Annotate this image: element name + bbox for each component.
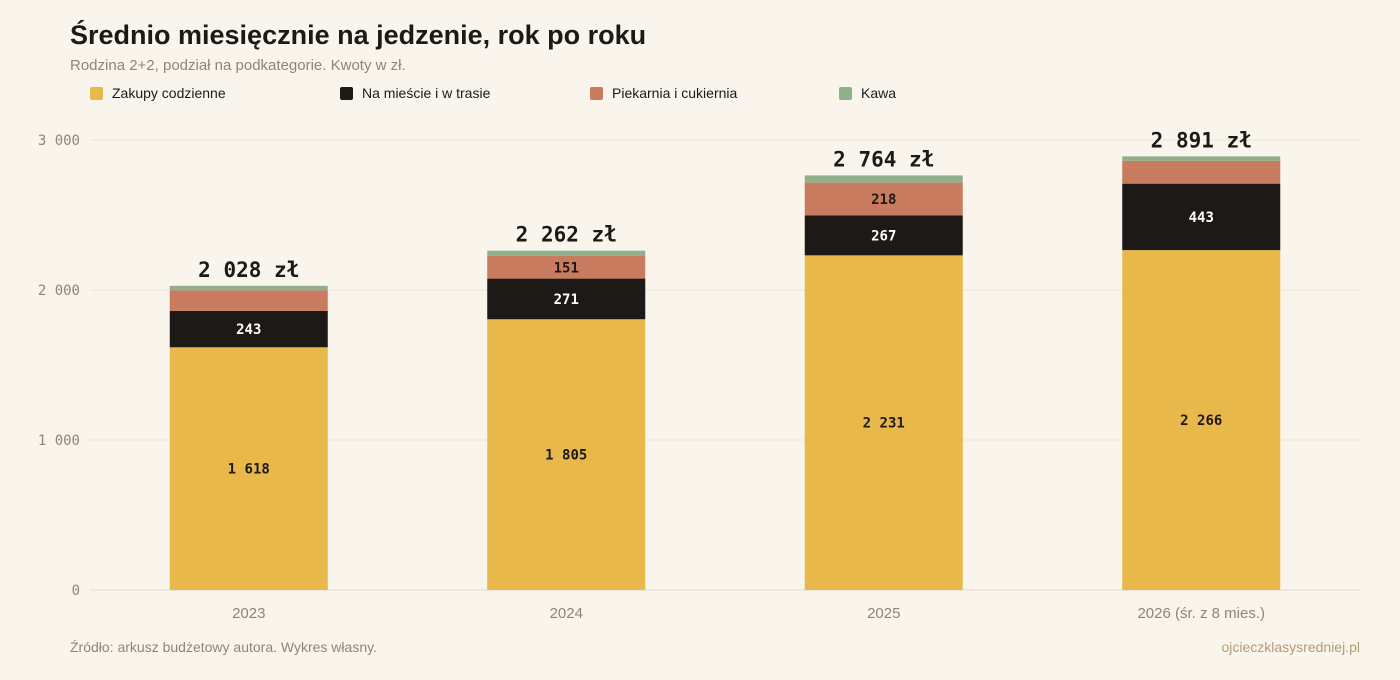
legend-swatch-piekarnia <box>590 86 603 100</box>
bar-segment <box>1122 183 1281 251</box>
data-label: 267 <box>871 228 896 244</box>
bar-segment <box>169 347 328 590</box>
legend-item-na-miescie: Na mieście i w trasie <box>340 85 490 101</box>
legend-swatch-na-miescie <box>340 86 353 100</box>
data-label: 2 266 <box>1180 413 1222 429</box>
data-label: 243 <box>236 322 261 338</box>
bar-segment <box>804 175 963 183</box>
bar-segment <box>487 278 646 320</box>
bar-segment <box>487 319 646 590</box>
bar-segment <box>169 290 328 311</box>
bar-segment <box>487 250 646 256</box>
legend-item-piekarnia: Piekarnia i cukiernia <box>590 85 737 101</box>
bar-segment <box>1122 156 1281 161</box>
data-label: 151 <box>554 260 579 276</box>
bar-segment <box>487 255 646 279</box>
legend-label-piekarnia: Piekarnia i cukiernia <box>612 85 738 101</box>
data-label: 1 618 <box>228 462 270 478</box>
total-label: 2 262 zł <box>516 223 617 247</box>
bar-segment <box>1122 160 1281 184</box>
data-label: 443 <box>1189 210 1214 226</box>
data-label: 1 805 <box>545 448 587 464</box>
data-label: 218 <box>871 192 896 208</box>
source-note: Źródło: arkusz budżetowy autora. Wykres … <box>70 639 377 655</box>
chart-subtitle: Rodzina 2+2, podział na podkategorie. Kw… <box>70 57 406 74</box>
data-label: 271 <box>554 292 579 308</box>
bar-segment <box>804 255 963 590</box>
legend-label-na-miescie: Na mieście i w trasie <box>362 85 491 101</box>
total-label: 2 764 zł <box>833 147 934 171</box>
legend-label-kawa: Kawa <box>861 85 897 101</box>
legend-item-kawa: Kawa <box>839 85 896 101</box>
x-tick-label: 2024 <box>550 605 583 622</box>
data-label: 2 231 <box>863 416 905 432</box>
y-tick-label: 0 <box>72 583 80 599</box>
x-tick-label: 2026 (śr. z 8 mies.) <box>1137 605 1265 622</box>
bar-segment <box>169 285 328 291</box>
bar-segment <box>804 182 963 216</box>
brand-link[interactable]: ojcieczklasysredniej.pl <box>1221 639 1360 655</box>
y-tick-label: 2 000 <box>38 283 80 299</box>
y-tick-label: 1 000 <box>38 433 80 449</box>
chart-title: Średnio miesięcznie na jedzenie, rok po … <box>70 20 647 50</box>
legend-item-zakupy: Zakupy codzienne <box>90 85 226 101</box>
legend-swatch-kawa <box>839 86 852 100</box>
bar-segment <box>804 215 963 256</box>
x-tick-label: 2025 <box>867 605 900 622</box>
total-label: 2 891 zł <box>1151 128 1252 152</box>
bar-segment <box>1122 250 1281 590</box>
legend-label-zakupy: Zakupy codzienne <box>112 85 226 101</box>
legend-swatch-zakupy <box>90 86 103 100</box>
total-label: 2 028 zł <box>198 258 299 282</box>
bar-segment <box>169 310 328 348</box>
x-tick-label: 2023 <box>232 605 265 622</box>
y-tick-label: 3 000 <box>38 133 80 149</box>
